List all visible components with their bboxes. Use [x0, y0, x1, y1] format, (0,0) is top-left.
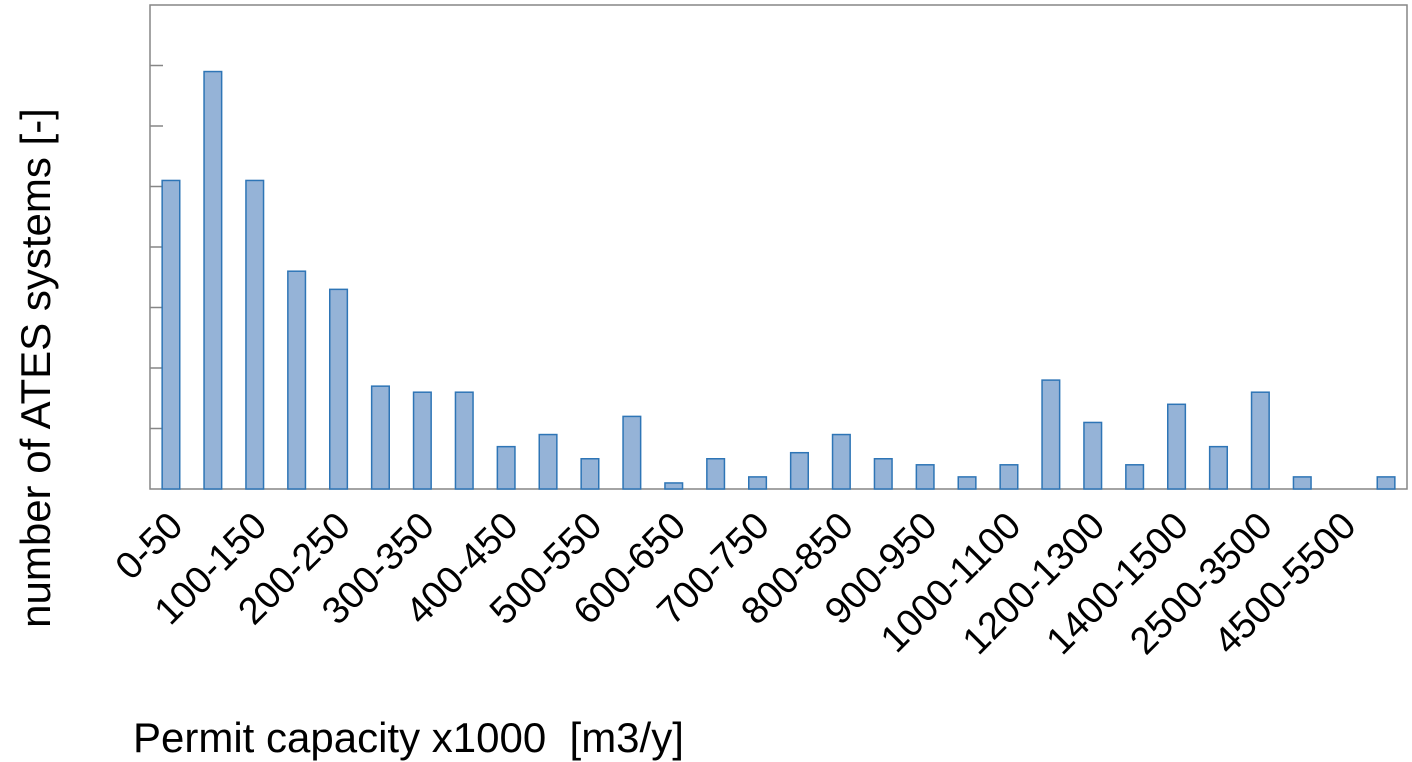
bar-1400-1500	[1167, 403, 1187, 490]
bar-400-450	[496, 445, 516, 490]
bar-750-800	[789, 451, 810, 490]
bar-50-100	[203, 70, 223, 490]
bar-900-950	[915, 464, 935, 490]
bar-150-200	[287, 270, 307, 490]
y-axis-title: number of ATES systems [-]	[12, 108, 59, 628]
bar-3500-4500	[1292, 476, 1312, 490]
bar-350-400	[454, 391, 474, 490]
bar-1500-2500	[1208, 445, 1229, 490]
bar-1300-1400	[1125, 464, 1145, 490]
bar-950-1000	[957, 476, 977, 490]
bar-0-50	[161, 179, 181, 490]
bar-200-250	[329, 288, 349, 490]
bar-250-300	[370, 385, 390, 490]
bar-series	[161, 70, 1396, 490]
bar-300-350	[412, 391, 432, 490]
bar-800-850	[831, 433, 851, 490]
x-axis-tick-labels: 0-50100-150200-250300-350400-450500-5506…	[108, 505, 1365, 663]
bar-1000-1100	[999, 464, 1019, 490]
bar-550-600	[622, 415, 642, 490]
bar-650-700	[706, 458, 726, 490]
bar-700-750	[748, 476, 768, 490]
bar-850-900	[873, 458, 893, 490]
bar-600-650	[664, 482, 684, 490]
bar-2500-3500	[1250, 391, 1270, 490]
bar-5500-6500	[1376, 476, 1396, 490]
bar-500-550	[580, 458, 600, 490]
bar-450-500	[538, 433, 558, 490]
x-axis-title: Permit capacity x1000 [m3/y]	[133, 714, 684, 761]
bar-1200-1300	[1083, 421, 1103, 490]
bar-1100-1200	[1041, 379, 1061, 490]
bar-100-150	[245, 179, 265, 490]
y-axis-ticks	[150, 64, 163, 430]
